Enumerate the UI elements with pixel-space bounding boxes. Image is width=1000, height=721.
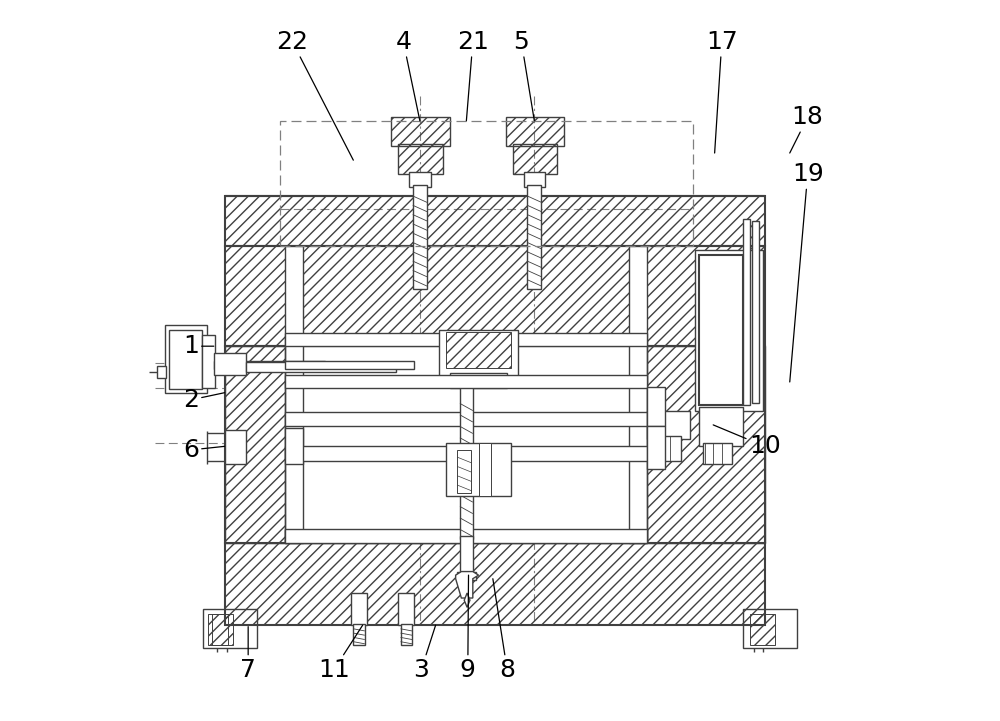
Bar (647, 410, 690, 439)
Bar (280, 121, 693, 246)
Bar (647, 426, 665, 469)
Bar (225, 430, 246, 464)
Text: 21: 21 (457, 30, 489, 121)
Bar (506, 118, 564, 146)
Text: 11: 11 (318, 625, 363, 681)
Bar (225, 346, 765, 543)
Bar (398, 593, 414, 625)
Bar (457, 572, 476, 580)
Bar (285, 333, 647, 346)
Bar (212, 614, 228, 645)
Bar (169, 329, 202, 389)
Bar (695, 249, 763, 410)
Text: 6: 6 (183, 438, 225, 462)
Bar (699, 255, 743, 405)
Bar (398, 144, 443, 174)
Text: 3: 3 (413, 625, 436, 681)
Bar (351, 593, 367, 625)
Text: 10: 10 (713, 425, 781, 459)
Bar (225, 246, 765, 346)
Text: 2: 2 (183, 388, 225, 412)
Text: 4: 4 (395, 30, 420, 121)
Bar (703, 443, 732, 464)
Bar (225, 543, 765, 625)
Text: 8: 8 (493, 579, 515, 681)
Bar (743, 609, 797, 648)
Bar (647, 346, 765, 543)
Bar (699, 407, 743, 446)
Bar (203, 609, 257, 648)
Bar (285, 530, 647, 543)
Bar (450, 373, 507, 388)
Bar (246, 362, 396, 372)
Polygon shape (464, 593, 470, 607)
Bar (157, 366, 166, 379)
Bar (460, 386, 473, 539)
Bar (225, 346, 285, 543)
Text: 1: 1 (183, 335, 214, 358)
Bar (214, 360, 325, 369)
Bar (647, 387, 665, 426)
Bar (285, 375, 647, 388)
Text: 5: 5 (514, 30, 534, 121)
Bar (208, 614, 233, 645)
Bar (165, 324, 207, 393)
Text: 17: 17 (706, 30, 738, 153)
Bar (439, 329, 518, 376)
Polygon shape (456, 572, 479, 598)
Text: 22: 22 (277, 30, 353, 160)
Bar (285, 428, 303, 464)
Text: 9: 9 (460, 575, 476, 681)
Bar (413, 185, 427, 289)
Bar (743, 219, 750, 405)
Bar (285, 412, 647, 426)
Bar (353, 624, 365, 645)
Bar (391, 118, 450, 146)
Bar (457, 450, 471, 493)
Bar (479, 443, 491, 497)
Bar (225, 196, 765, 246)
Text: 19: 19 (790, 162, 824, 382)
Bar (446, 443, 511, 497)
Text: 18: 18 (790, 105, 824, 153)
Text: 7: 7 (240, 627, 256, 681)
Bar (524, 172, 545, 187)
Bar (629, 246, 647, 543)
Bar (750, 614, 775, 645)
Bar (409, 172, 431, 187)
Bar (460, 536, 473, 575)
Bar (401, 624, 412, 645)
Bar (527, 185, 541, 289)
Bar (214, 353, 246, 375)
Bar (285, 246, 303, 543)
Bar (752, 221, 759, 404)
Bar (285, 360, 414, 369)
Bar (285, 446, 647, 461)
Bar (654, 435, 681, 461)
Bar (285, 528, 647, 543)
Bar (513, 144, 557, 174)
Bar (446, 332, 511, 368)
Bar (202, 335, 215, 388)
